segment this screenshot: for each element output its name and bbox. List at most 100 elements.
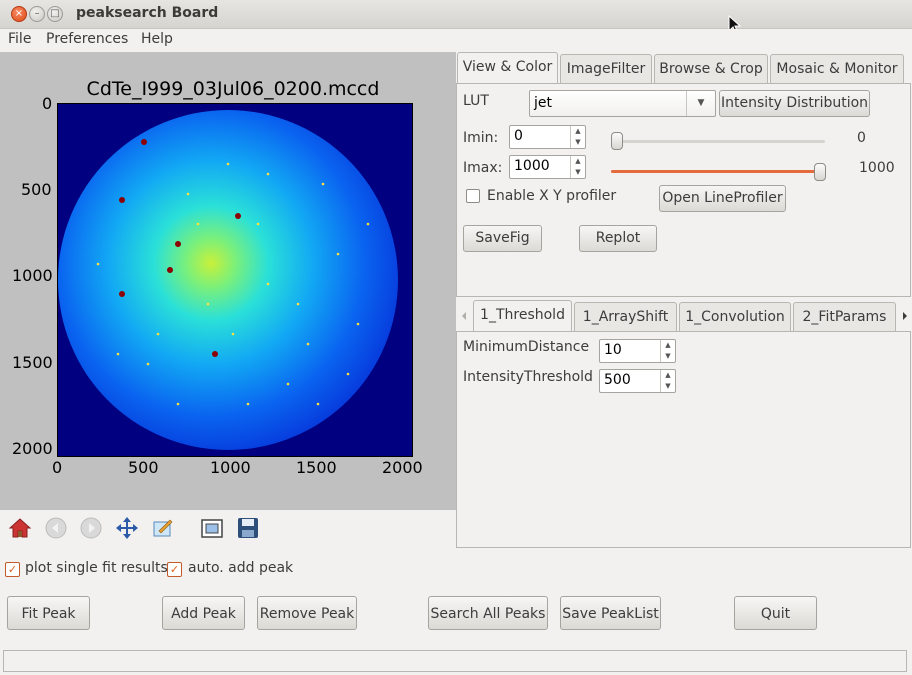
auto-add-peak-checkbox[interactable]: ✓ [167, 562, 182, 577]
imax-slider-handle[interactable] [814, 163, 826, 181]
diffraction-spot [286, 382, 290, 386]
diffraction-spot [119, 291, 125, 297]
diffraction-spot [346, 372, 350, 376]
min-distance-value: 10 [604, 342, 622, 358]
menu-preferences[interactable]: Preferences [46, 31, 129, 47]
menu-help[interactable]: Help [141, 31, 173, 47]
pan-icon[interactable] [115, 516, 139, 540]
lut-label: LUT [463, 93, 489, 109]
diffraction-spot [176, 402, 180, 406]
xy-profiler-label: Enable X Y profiler [487, 188, 617, 204]
quit-button[interactable]: Quit [734, 596, 817, 630]
x-tick-label: 1000 [210, 458, 251, 477]
auto-add-peak-label: auto. add peak [188, 560, 294, 576]
image-axes[interactable] [57, 103, 413, 457]
home-icon[interactable] [8, 516, 32, 540]
save-peaklist-button[interactable]: Save PeakList [560, 596, 661, 630]
min-distance-label: MinimumDistance [463, 339, 590, 355]
intensity-threshold-value: 500 [604, 372, 631, 388]
diffraction-spot [175, 241, 181, 247]
imax-slider-track[interactable] [611, 170, 823, 173]
fit-peak-button[interactable]: Fit Peak [7, 596, 90, 630]
spin-arrows-icon[interactable]: ▲ ▼ [570, 126, 585, 148]
diffraction-spot [366, 222, 370, 226]
forward-icon[interactable] [79, 516, 103, 540]
tab-imagefilter[interactable]: ImageFilter [560, 54, 652, 84]
window-close-button[interactable]: × [11, 6, 27, 22]
diffraction-spot [336, 252, 340, 256]
diffraction-spot [266, 172, 270, 176]
replot-button[interactable]: Replot [579, 225, 657, 252]
tab-1-convolution[interactable]: 1_Convolution [679, 302, 791, 332]
plot-single-fit-checkbox[interactable]: ✓ [5, 562, 20, 577]
subplots-icon[interactable] [200, 516, 224, 540]
diffraction-spot [266, 282, 270, 286]
save-icon[interactable] [236, 516, 260, 540]
add-peak-button[interactable]: Add Peak [162, 596, 245, 630]
title-bar: × – □ peaksearch Board [0, 0, 912, 29]
lut-select-value: jet [534, 95, 552, 111]
imin-spinbox[interactable]: 0 ▲ ▼ [509, 125, 586, 149]
imin-label: Imin: [463, 130, 499, 146]
imax-slider-fill [611, 170, 817, 173]
diffraction-spot [116, 352, 120, 356]
chevron-down-icon: ▼ [686, 91, 715, 116]
diffraction-spot [226, 162, 230, 166]
tab-scroll-right-icon[interactable] [898, 308, 912, 324]
diffraction-spot [141, 139, 147, 145]
imin-value: 0 [514, 128, 523, 144]
intensity-threshold-label: IntensityThreshold [463, 369, 593, 385]
lut-select[interactable]: jet ▼ [529, 90, 716, 117]
open-lineprofiler-button[interactable]: Open LineProfiler [659, 185, 786, 212]
intensity-distribution-button[interactable]: Intensity Distribution [719, 90, 870, 117]
spin-arrows-icon[interactable]: ▲ ▼ [660, 340, 675, 362]
diffraction-spot [167, 267, 173, 273]
x-tick-label: 1500 [296, 458, 337, 477]
savefig-button[interactable]: SaveFig [463, 225, 542, 252]
imax-spinbox[interactable]: 1000 ▲ ▼ [509, 155, 586, 179]
imin-slider-handle[interactable] [611, 132, 623, 150]
search-all-peaks-button[interactable]: Search All Peaks [428, 596, 548, 630]
window-maximize-button[interactable]: □ [47, 6, 63, 22]
tab-1-threshold[interactable]: 1_Threshold [473, 300, 572, 332]
diffraction-spot [296, 302, 300, 306]
back-icon[interactable] [44, 516, 68, 540]
x-tick-label: 500 [128, 458, 159, 477]
tab-mosaic-monitor[interactable]: Mosaic & Monitor [770, 54, 904, 84]
diffraction-spot [256, 222, 260, 226]
imax-value: 1000 [514, 158, 550, 174]
plot-single-fit-label: plot single fit results [25, 560, 168, 576]
imax-label: Imax: [463, 160, 503, 176]
imin-slider-value: 0 [857, 130, 866, 146]
spin-arrows-icon[interactable]: ▲ ▼ [570, 156, 585, 178]
diffraction-spot [156, 332, 160, 336]
window-title: peaksearch Board [76, 5, 219, 21]
diffraction-spot [231, 332, 235, 336]
intensity-threshold-spinbox[interactable]: 500 ▲ ▼ [599, 369, 676, 393]
diffraction-spot [246, 402, 250, 406]
tab-2-fitparams[interactable]: 2_FitParams [793, 302, 896, 332]
xy-profiler-checkbox[interactable] [466, 189, 480, 203]
diffraction-spot [206, 302, 210, 306]
diffraction-spot [212, 351, 218, 357]
tab-1-arrayshift[interactable]: 1_ArrayShift [574, 302, 677, 332]
imax-slider-value: 1000 [859, 160, 895, 176]
diffraction-spot [119, 197, 125, 203]
tab-browse-crop[interactable]: Browse & Crop [654, 54, 768, 84]
diffraction-spot [316, 402, 320, 406]
imin-slider-track[interactable] [616, 140, 825, 143]
diffraction-spot [235, 213, 241, 219]
x-tick-label: 2000 [382, 458, 423, 477]
menu-file[interactable]: File [8, 31, 32, 47]
y-tick-label: 2000 [12, 439, 53, 458]
window-minimize-button[interactable]: – [29, 6, 45, 22]
tab-scroll-left-icon[interactable] [457, 308, 471, 324]
min-distance-spinbox[interactable]: 10 ▲ ▼ [599, 339, 676, 363]
spin-arrows-icon[interactable]: ▲ ▼ [660, 370, 675, 392]
tab-view-color[interactable]: View & Color [457, 52, 558, 84]
diffraction-spot [96, 262, 100, 266]
zoom-icon[interactable] [151, 516, 175, 540]
y-tick-label: 0 [42, 94, 53, 113]
remove-peak-button[interactable]: Remove Peak [257, 596, 357, 630]
plot-title: CdTe_I999_03Jul06_0200.mccd [86, 78, 380, 100]
